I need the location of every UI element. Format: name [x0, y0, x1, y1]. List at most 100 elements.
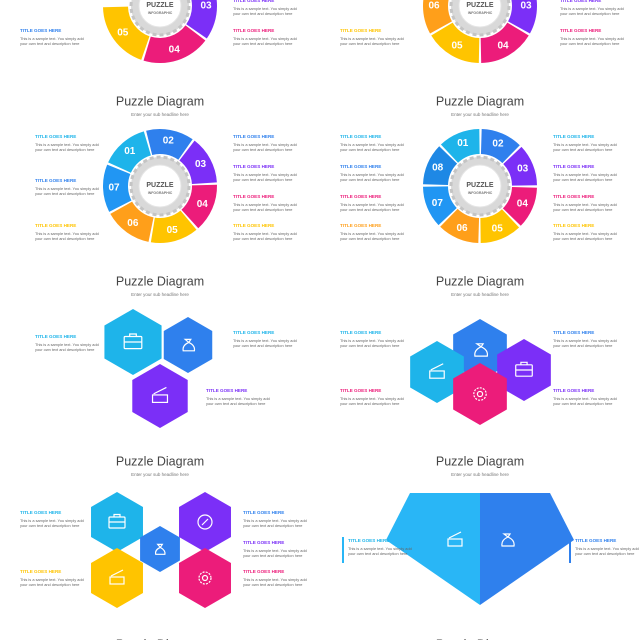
puzzle-hexagon	[453, 319, 507, 381]
puzzle-piece	[502, 186, 537, 226]
text-item: TITLE GOES HERE This is a sample text. Yo…	[340, 164, 406, 183]
panel-title: Puzzle Diagram	[116, 274, 204, 288]
panel: 03 04 05 06 PUZZLE INFOGRAPHIC	[423, 0, 537, 63]
panel: Puzzle Diagram Enter your sub headline he…	[410, 274, 551, 425]
icon-chart	[447, 538, 463, 547]
text-item: TITLE GOES HERE This is a sample text. Yo…	[560, 0, 626, 17]
item-text: This is a sample text. You simply add yo…	[233, 172, 297, 183]
piece-number: 05	[117, 28, 129, 39]
panel-title: Puzzle Diagram	[436, 637, 524, 640]
panel-subtitle: Enter your sub headline here	[451, 112, 509, 117]
item-heading: TITLE GOES HERE	[35, 178, 77, 183]
panel: Puzzle Diagram	[436, 637, 524, 640]
puzzle-piece	[480, 129, 520, 164]
puzzle-piece	[423, 186, 457, 226]
text-item: TITLE GOES HERE This is a sample text. Yo…	[340, 134, 406, 153]
text-item: TITLE GOES HERE This is a sample text. Yo…	[340, 223, 406, 242]
piece-number: 03	[517, 163, 529, 174]
item-text: This is a sample text. You simply add yo…	[553, 172, 617, 183]
text-item: TITLE GOES HERE This is a sample text. Yo…	[206, 388, 272, 407]
text-item: TITLE GOES HERE This is a sample text. Yo…	[553, 194, 619, 213]
piece-number: 06	[428, 1, 440, 12]
item-text: This is a sample text. You simply add yo…	[340, 172, 404, 183]
panel: Puzzle Diagram Enter your sub headline he…	[423, 94, 537, 243]
text-item: TITLE GOES HERE This is a sample text. Yo…	[35, 334, 101, 353]
item-text: This is a sample text. You simply add yo…	[233, 231, 297, 242]
item-text: This is a sample text. You simply add yo…	[340, 396, 404, 407]
text-item: TITLE GOES HERE This is a sample text. Yo…	[243, 510, 309, 529]
panel: Puzzle Diagram	[116, 637, 204, 640]
item-text: This is a sample text. You simply add yo…	[553, 142, 617, 153]
item-text: This is a sample text. You simply add yo…	[340, 202, 404, 213]
puzzle-piece	[503, 146, 537, 186]
text-item: TITLE GOES HERE This is a sample text. Yo…	[575, 538, 640, 557]
piece-number: 08	[432, 163, 444, 174]
text-item: TITLE GOES HERE This is a sample text. Yo…	[233, 164, 299, 183]
icon-bag	[474, 343, 489, 357]
icon-bag	[182, 338, 196, 352]
item-heading: TITLE GOES HERE	[243, 510, 285, 515]
item-text: This is a sample text. You simply add yo…	[35, 342, 99, 353]
center-subtitle: INFOGRAPHIC	[468, 11, 493, 15]
item-heading: TITLE GOES HERE	[340, 388, 382, 393]
text-item: TITLE GOES HERE This is a sample text. Yo…	[243, 569, 309, 588]
gear-center	[458, 0, 502, 28]
puzzle-piece	[423, 146, 458, 186]
text-item: TITLE GOES HERE This is a sample text. Yo…	[560, 28, 626, 47]
item-heading: TITLE GOES HERE	[553, 134, 595, 139]
panel-title: Puzzle Diagram	[116, 94, 204, 108]
puzzle-piece	[440, 208, 480, 243]
icon-chart-arrow	[153, 386, 167, 395]
text-item: TITLE GOES HERE This is a sample text. Yo…	[553, 134, 619, 153]
puzzle-piece	[110, 201, 154, 242]
item-heading: TITLE GOES HERE	[575, 538, 617, 543]
text-item: TITLE GOES HERE This is a sample text. Yo…	[233, 28, 299, 47]
icon-bag	[501, 533, 515, 547]
item-text: This is a sample text. You simply add yo…	[243, 518, 307, 529]
icon-case-handle	[124, 333, 142, 343]
puzzle-hexagon	[453, 363, 507, 425]
text-item: TITLE GOES HERE This is a sample text. Yo…	[233, 0, 299, 17]
panel: 03 04 05 PUZZLE INFOGRAPHIC	[103, 0, 218, 63]
center-subtitle: INFOGRAPHIC	[148, 11, 173, 15]
icon-gear	[198, 571, 212, 585]
item-heading: TITLE GOES HERE	[243, 540, 285, 545]
piece-number: 04	[169, 44, 181, 55]
item-text: This is a sample text. You simply add yo…	[560, 6, 624, 17]
puzzle-piece	[143, 25, 206, 63]
text-item: TITLE GOES HERE This is a sample text. Yo…	[340, 194, 406, 213]
item-heading: TITLE GOES HERE	[233, 0, 275, 3]
item-text: This is a sample text. You simply add yo…	[243, 577, 307, 588]
item-text: This is a sample text. You simply add yo…	[233, 142, 297, 153]
item-heading: TITLE GOES HERE	[553, 223, 595, 228]
piece-number: 03	[195, 159, 207, 170]
item-heading: TITLE GOES HERE	[20, 569, 62, 574]
item-text: This is a sample text. You simply add yo…	[553, 202, 617, 213]
item-text: This is a sample text. You simply add yo…	[553, 396, 617, 407]
item-heading: TITLE GOES HERE	[560, 28, 602, 33]
item-heading: TITLE GOES HERE	[20, 510, 62, 515]
puzzle-piece	[103, 164, 132, 212]
piece-number: 02	[163, 135, 175, 146]
text-item: TITLE GOES HERE This is a sample text. Yo…	[340, 330, 406, 349]
puzzle-piece	[146, 129, 193, 160]
piece-number: 05	[167, 225, 179, 236]
puzzle-piece	[108, 131, 151, 173]
item-text: This is a sample text. You simply add yo…	[553, 231, 617, 242]
panel-subtitle: Enter your sub headline here	[131, 292, 189, 297]
text-item: TITLE GOES HERE This is a sample text. Yo…	[553, 223, 619, 242]
puzzle-hexagon	[132, 364, 188, 428]
puzzle-piece	[480, 22, 529, 63]
item-heading: TITLE GOES HERE	[35, 223, 77, 228]
text-item: TITLE GOES HERE This is a sample text. Yo…	[20, 28, 86, 47]
diamond-right	[480, 493, 574, 605]
center-subtitle: INFOGRAPHIC	[468, 191, 493, 195]
piece-number: 05	[451, 40, 463, 51]
puzzle-hexagon	[410, 341, 464, 403]
icon-chart-arrow	[110, 569, 124, 577]
icon-gear-hub	[201, 574, 209, 582]
text-item: TITLE GOES HERE This is a sample text. Yo…	[233, 134, 299, 153]
item-text: This is a sample text. You simply add yo…	[20, 518, 84, 529]
